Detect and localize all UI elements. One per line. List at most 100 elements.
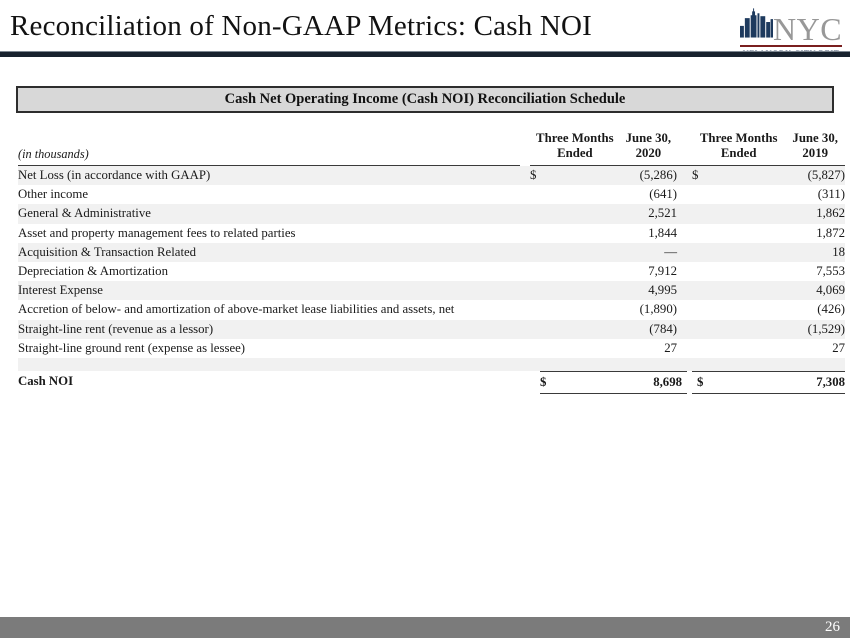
column-gap: [677, 243, 692, 262]
table-row: Acquisition & Transaction Related — 18: [18, 242, 845, 262]
currency-symbol: $: [697, 374, 704, 389]
column-gap: [677, 300, 692, 319]
currency-symbol: $: [540, 374, 547, 389]
cell-2019: $ (5,827): [692, 166, 845, 185]
value-2019: 4,069: [816, 283, 845, 298]
cell-2019: 18: [692, 243, 845, 262]
table-row: General & Administrative 2,521 1,862: [18, 204, 845, 224]
total-value-2019: 7,308: [816, 374, 845, 389]
table-row: Straight-line rent (revenue as a lessor)…: [18, 319, 845, 339]
total-label: Cash NOI: [18, 373, 74, 388]
spacer-row: [18, 357, 845, 371]
header-underline: [18, 164, 845, 166]
total-value-2020: 8,698: [653, 374, 682, 389]
logo-divider: [740, 45, 842, 47]
header-underline-right: [530, 164, 845, 166]
row-label: Other income: [18, 187, 89, 202]
row-label: Acquisition & Transaction Related: [18, 244, 197, 259]
value-2019: 27: [832, 340, 845, 355]
value-2020: 2,521: [648, 206, 677, 221]
logo-acronym: NYC: [772, 11, 843, 47]
units-note: (in thousands): [18, 147, 89, 161]
table-row: Asset and property management fees to re…: [18, 224, 845, 243]
column-gap: [677, 185, 692, 204]
column-gap: [677, 224, 692, 243]
value-2019: 1,862: [816, 206, 845, 221]
value-2019: (1,529): [807, 321, 845, 336]
title-divider: [0, 51, 850, 57]
page-title: Reconciliation of Non-GAAP Metrics: Cash…: [10, 10, 592, 42]
table-row: Straight-line ground rent (expense as le…: [18, 339, 845, 358]
row-label: Asset and property management fees to re…: [18, 225, 296, 240]
currency-symbol: $: [530, 168, 537, 182]
total-row: Cash NOI $ 8,698 $ 7,308: [18, 370, 845, 394]
value-2020: (5,286): [639, 168, 677, 182]
cell-2020: (784): [530, 320, 677, 339]
column-gap: [677, 166, 692, 185]
value-2020: 7,912: [648, 263, 677, 278]
value-2019: (311): [817, 187, 845, 202]
row-label: General & Administrative: [18, 206, 151, 221]
total-cell-2020: $ 8,698: [540, 370, 687, 394]
table-body: Net Loss (in accordance with GAAP) $ (5,28…: [18, 166, 845, 358]
value-2020: 4,995: [648, 283, 677, 298]
footer-bar: 26: [0, 617, 850, 638]
value-2019: 1,872: [816, 225, 845, 240]
value-2020: 27: [664, 340, 677, 355]
cell-2019: 1,862: [692, 204, 845, 223]
table-row: Interest Expense 4,995 4,069: [18, 281, 845, 301]
column-gap: [677, 262, 692, 281]
cell-2020: 2,521: [530, 204, 677, 223]
cell-2019: (426): [692, 300, 845, 319]
cell-2020: $ (5,286): [530, 166, 677, 185]
value-2019: (426): [817, 302, 845, 317]
table-row: Net Loss (in accordance with GAAP) $ (5,28…: [18, 166, 845, 186]
cell-2020: (1,890): [530, 300, 677, 319]
value-2020: (1,890): [639, 302, 677, 317]
value-2020: 1,844: [648, 225, 677, 240]
currency-symbol: $: [692, 168, 699, 182]
skyline-icon: [739, 7, 773, 43]
row-label: Accretion of below- and amortization of …: [18, 302, 455, 317]
cell-2020: 27: [530, 339, 677, 358]
header-underline-left: [18, 164, 520, 166]
table-row: Other income (641) (311): [18, 185, 845, 204]
column-gap: [677, 339, 692, 358]
table-row: Depreciation & Amortization 7,912 7,553: [18, 262, 845, 281]
cell-2020: —: [530, 243, 677, 262]
row-label: Straight-line rent (revenue as a lessor): [18, 321, 214, 336]
column-gap: [677, 204, 692, 223]
title-row: Reconciliation of Non-GAAP Metrics: Cash…: [10, 2, 842, 58]
column-header-2019: Three Months Ended June 30, 2019: [692, 131, 845, 164]
cell-2019: 7,553: [692, 262, 845, 281]
row-label: Depreciation & Amortization: [18, 263, 168, 278]
column-header-2020: Three Months Ended June 30, 2020: [530, 131, 677, 164]
table-header-row: (in thousands) Three Months Ended June 3…: [18, 125, 845, 164]
cell-2019: 1,872: [692, 224, 845, 243]
cell-2019: 4,069: [692, 281, 845, 300]
value-2020: —: [664, 244, 677, 259]
schedule-header: Cash Net Operating Income (Cash NOI) Rec…: [16, 86, 834, 113]
value-2020: (784): [649, 321, 677, 336]
cell-2020: 4,995: [530, 281, 677, 300]
cell-2019: (1,529): [692, 320, 845, 339]
column-header-line2: June 30, 2020: [625, 131, 672, 160]
value-2019: 7,553: [816, 263, 845, 278]
column-header-line2: June 30, 2019: [792, 131, 838, 160]
cell-2020: 7,912: [530, 262, 677, 281]
row-label: Straight-line ground rent (expense as le…: [18, 340, 246, 355]
column-header-line1: Three Months Ended: [536, 131, 614, 160]
reconciliation-table: (in thousands) Three Months Ended June 3…: [18, 125, 845, 394]
column-gap: [677, 320, 692, 339]
row-label: Interest Expense: [18, 283, 103, 298]
column-header-line1: Three Months Ended: [699, 131, 778, 160]
cell-2020: 1,844: [530, 224, 677, 243]
row-label: Net Loss (in accordance with GAAP): [18, 168, 211, 182]
logo-top: NYC: [739, 7, 843, 47]
value-2020: (641): [649, 187, 677, 202]
total-cell-2019: $ 7,308: [692, 370, 845, 394]
cell-2020: (641): [530, 185, 677, 204]
page-number: 26: [825, 619, 840, 635]
table-row: Accretion of below- and amortization of …: [18, 300, 845, 319]
